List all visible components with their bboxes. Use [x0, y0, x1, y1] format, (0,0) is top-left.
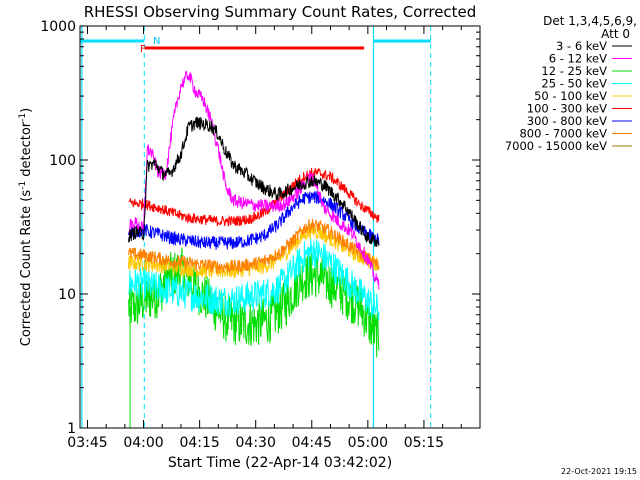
y-tick-label: 10 [58, 287, 76, 303]
series-line-300-800-kev [128, 190, 380, 250]
y-tick-label: 100 [49, 153, 76, 169]
x-tick-label: 05:15 [404, 435, 444, 451]
flag-n-label: N [153, 36, 160, 47]
plot-area [80, 26, 432, 428]
y-tick-label: 1 [67, 421, 76, 437]
series-line-6-12-kev [128, 70, 380, 290]
legend-label: 25 - 50 keV [541, 77, 607, 91]
series-line-3-6-kev [128, 116, 380, 247]
x-tick-label: 03:45 [67, 435, 107, 451]
legend-label: 6 - 12 keV [549, 52, 607, 66]
legend-label: 100 - 300 keV [527, 102, 607, 116]
legend-header-1: Det 1,3,4,5,6,9, [543, 14, 637, 28]
legend-label: 50 - 100 keV [534, 89, 607, 103]
flag-f-label: F [140, 44, 146, 55]
x-tick-label: 04:15 [179, 435, 219, 451]
series-line-25-50-kev [128, 238, 380, 321]
y-tick-label: 1000 [40, 19, 76, 35]
x-tick-label: 04:00 [123, 435, 163, 451]
legend-label: 12 - 25 keV [541, 64, 607, 78]
legend-label: 300 - 800 keV [527, 114, 607, 128]
x-tick-label: 05:00 [348, 435, 388, 451]
plot-frame [79, 25, 481, 429]
y-axis-label: Corrected Count Rate (s-1 detector-1) [18, 108, 34, 346]
x-tick-label: 04:30 [236, 435, 276, 451]
series-line-800-7000-kev [128, 218, 380, 274]
legend-header-2: Att 0 [601, 27, 630, 41]
x-axis-label: Start Time (22-Apr-14 03:42:02) [168, 455, 392, 471]
series-line-100-300-kev [128, 167, 380, 227]
chart-title: RHESSI Observing Summary Count Rates, Co… [84, 3, 477, 21]
legend-label: 3 - 6 keV [556, 39, 607, 53]
legend-label: 800 - 7000 keV [519, 127, 607, 141]
legend-label: 7000 - 15000 keV [505, 139, 607, 153]
timestamp: 22-Oct-2021 19:15 [561, 467, 637, 476]
x-tick-label: 04:45 [292, 435, 332, 451]
